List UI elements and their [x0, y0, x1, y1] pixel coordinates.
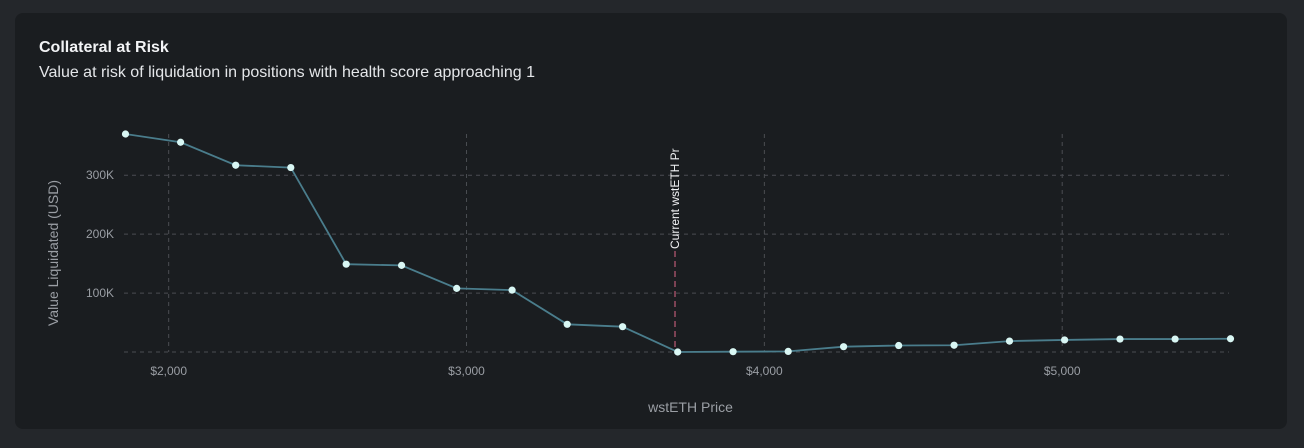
current-price-marker: Current wstETH Pr [668, 148, 682, 352]
chart-title: Collateral at Risk [39, 39, 169, 56]
x-tick-label: $5,000 [1044, 364, 1081, 378]
data-point [563, 320, 571, 328]
data-points [121, 130, 1235, 356]
data-point [508, 286, 516, 294]
data-point [342, 260, 350, 268]
current-price-label: Current wstETH Pr [668, 148, 682, 249]
y-axis-title: Value Liquidated (USD) [45, 180, 61, 326]
data-point [1005, 337, 1014, 345]
data-point [1116, 335, 1124, 343]
data-point [839, 343, 848, 351]
data-point [287, 163, 295, 172]
data-point [232, 161, 240, 169]
data-point [453, 284, 461, 292]
data-point [1171, 335, 1179, 343]
data-point [950, 341, 958, 349]
data-point [1060, 336, 1069, 344]
axis-ticks: 100K 200K 300K $2,000 $3,000 $4,000 $5,000 [86, 168, 1081, 378]
data-point [1226, 335, 1235, 343]
data-point [397, 261, 406, 269]
x-tick-label: $3,000 [448, 364, 485, 378]
collateral-risk-chart: Current wstETH Pr 100K 200K 300K $2,000 $3,0… [45, 130, 1235, 415]
data-point [674, 348, 682, 356]
y-tick-label: 100K [86, 286, 114, 300]
data-point [176, 138, 185, 146]
x-tick-label: $4,000 [746, 364, 783, 378]
data-point [784, 347, 792, 356]
y-tick-label: 300K [86, 168, 114, 182]
x-axis-title: wstETH Price [647, 399, 733, 415]
data-point [618, 323, 627, 331]
x-tick-label: $2,000 [150, 364, 187, 378]
data-point [895, 341, 903, 350]
chart-card: Collateral at Risk Value at risk of liqu… [15, 13, 1287, 429]
data-point [121, 130, 130, 138]
y-tick-label: 200K [86, 227, 114, 241]
data-point [729, 348, 737, 356]
chart-subtitle: Value at risk of liquidation in position… [39, 64, 535, 81]
